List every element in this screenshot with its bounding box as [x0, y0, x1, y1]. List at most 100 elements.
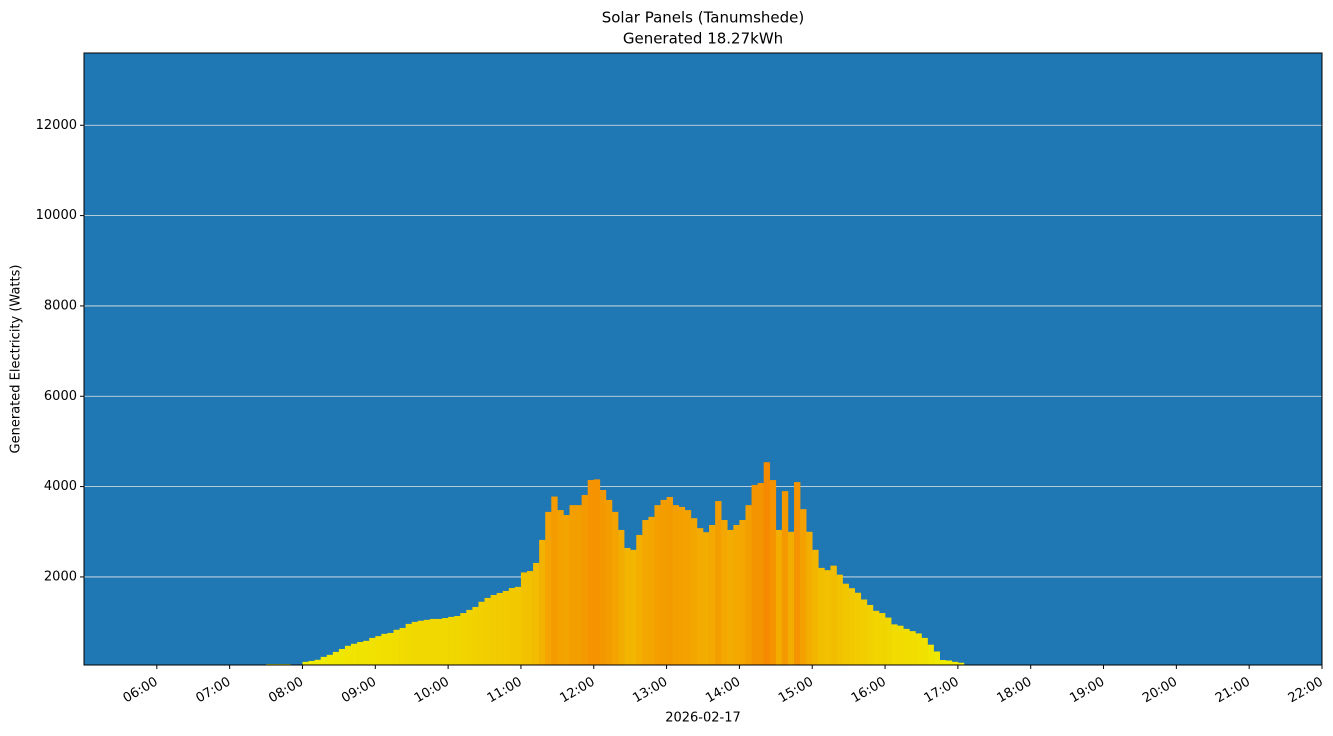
- bar: [715, 501, 722, 665]
- x-tick-label: 11:00: [485, 675, 525, 707]
- bar: [435, 618, 443, 665]
- x-tick-label: 07:00: [193, 675, 233, 707]
- bar: [454, 615, 461, 665]
- bar: [878, 613, 886, 665]
- x-tick-label: 20:00: [1140, 675, 1180, 707]
- bar: [618, 529, 625, 665]
- bar: [417, 620, 425, 665]
- bar: [320, 656, 328, 665]
- y-tick-label: 12000: [36, 118, 77, 133]
- bar: [696, 528, 704, 665]
- bar: [557, 510, 564, 665]
- y-tick-label: 2000: [44, 569, 77, 584]
- bar: [387, 632, 394, 665]
- bar: [369, 637, 376, 665]
- bar: [939, 660, 947, 665]
- bar: [727, 529, 734, 665]
- chart-subtitle: Generated 18.27kWh: [623, 30, 783, 48]
- x-tick-label: 15:00: [776, 675, 816, 707]
- bar: [903, 628, 910, 665]
- bar: [332, 651, 340, 665]
- bar: [787, 531, 795, 665]
- bar: [915, 633, 922, 665]
- bar: [326, 654, 334, 665]
- bar: [551, 496, 558, 665]
- bar: [757, 482, 764, 665]
- x-tick-label: 13:00: [630, 675, 670, 707]
- bar: [442, 618, 449, 665]
- bar: [581, 494, 588, 665]
- bar: [466, 609, 473, 665]
- bar: [733, 524, 740, 665]
- bar: [611, 511, 619, 665]
- y-tick-label: 6000: [44, 389, 77, 404]
- bar: [885, 617, 892, 665]
- bar: [308, 660, 315, 665]
- x-tick-label: 10:00: [412, 675, 452, 707]
- bar: [496, 592, 504, 665]
- bar: [703, 532, 710, 665]
- x-tick-label: 18:00: [995, 675, 1035, 707]
- bar: [593, 479, 601, 665]
- bar: [781, 491, 789, 665]
- bar: [945, 660, 953, 665]
- bar: [933, 651, 940, 665]
- bar: [569, 505, 576, 665]
- bar: [405, 623, 413, 665]
- bar: [654, 505, 661, 665]
- bar: [599, 489, 607, 665]
- x-tick-label: 19:00: [1067, 675, 1107, 707]
- bar: [375, 636, 382, 665]
- bar: [429, 618, 437, 665]
- bar: [381, 633, 388, 665]
- bar: [709, 524, 716, 665]
- bar: [605, 499, 613, 665]
- bar: [484, 597, 491, 665]
- y-tick-label: 8000: [44, 298, 77, 313]
- x-axis-label: 2026-02-17: [665, 711, 741, 726]
- bar: [660, 499, 667, 665]
- bar: [314, 659, 321, 665]
- bar: [411, 621, 419, 665]
- bar: [794, 482, 801, 665]
- bar: [721, 520, 728, 665]
- bar: [490, 594, 497, 665]
- bar: [351, 643, 358, 665]
- chart-title: Solar Panels (Tanumshede): [602, 9, 805, 27]
- bar: [830, 565, 837, 665]
- bar: [872, 610, 880, 665]
- bar: [520, 572, 528, 665]
- bar: [818, 567, 825, 665]
- bar: [399, 627, 406, 665]
- bar: [763, 462, 771, 665]
- bar: [545, 511, 552, 665]
- bar: [848, 588, 856, 665]
- bar: [739, 520, 746, 665]
- bar: [563, 515, 570, 665]
- bar: [769, 480, 777, 665]
- bar: [684, 510, 692, 665]
- bar: [866, 604, 874, 665]
- bar: [678, 506, 686, 665]
- y-tick-label: 10000: [36, 208, 77, 223]
- bar: [472, 606, 479, 665]
- bar: [921, 637, 928, 665]
- bar: [393, 629, 400, 665]
- bar: [575, 505, 582, 665]
- bar: [624, 548, 631, 665]
- bar: [344, 645, 352, 665]
- x-tick-label: 12:00: [558, 675, 598, 707]
- bar: [897, 625, 904, 665]
- bar: [527, 571, 534, 665]
- bar: [927, 644, 934, 665]
- bar: [751, 485, 758, 665]
- bar: [302, 661, 309, 665]
- bar: [775, 529, 783, 665]
- bar: [909, 631, 916, 665]
- x-tick-label: 21:00: [1213, 675, 1253, 707]
- bar: [514, 586, 522, 665]
- x-tick-label: 08:00: [266, 675, 306, 707]
- x-tick-label: 16:00: [849, 675, 889, 707]
